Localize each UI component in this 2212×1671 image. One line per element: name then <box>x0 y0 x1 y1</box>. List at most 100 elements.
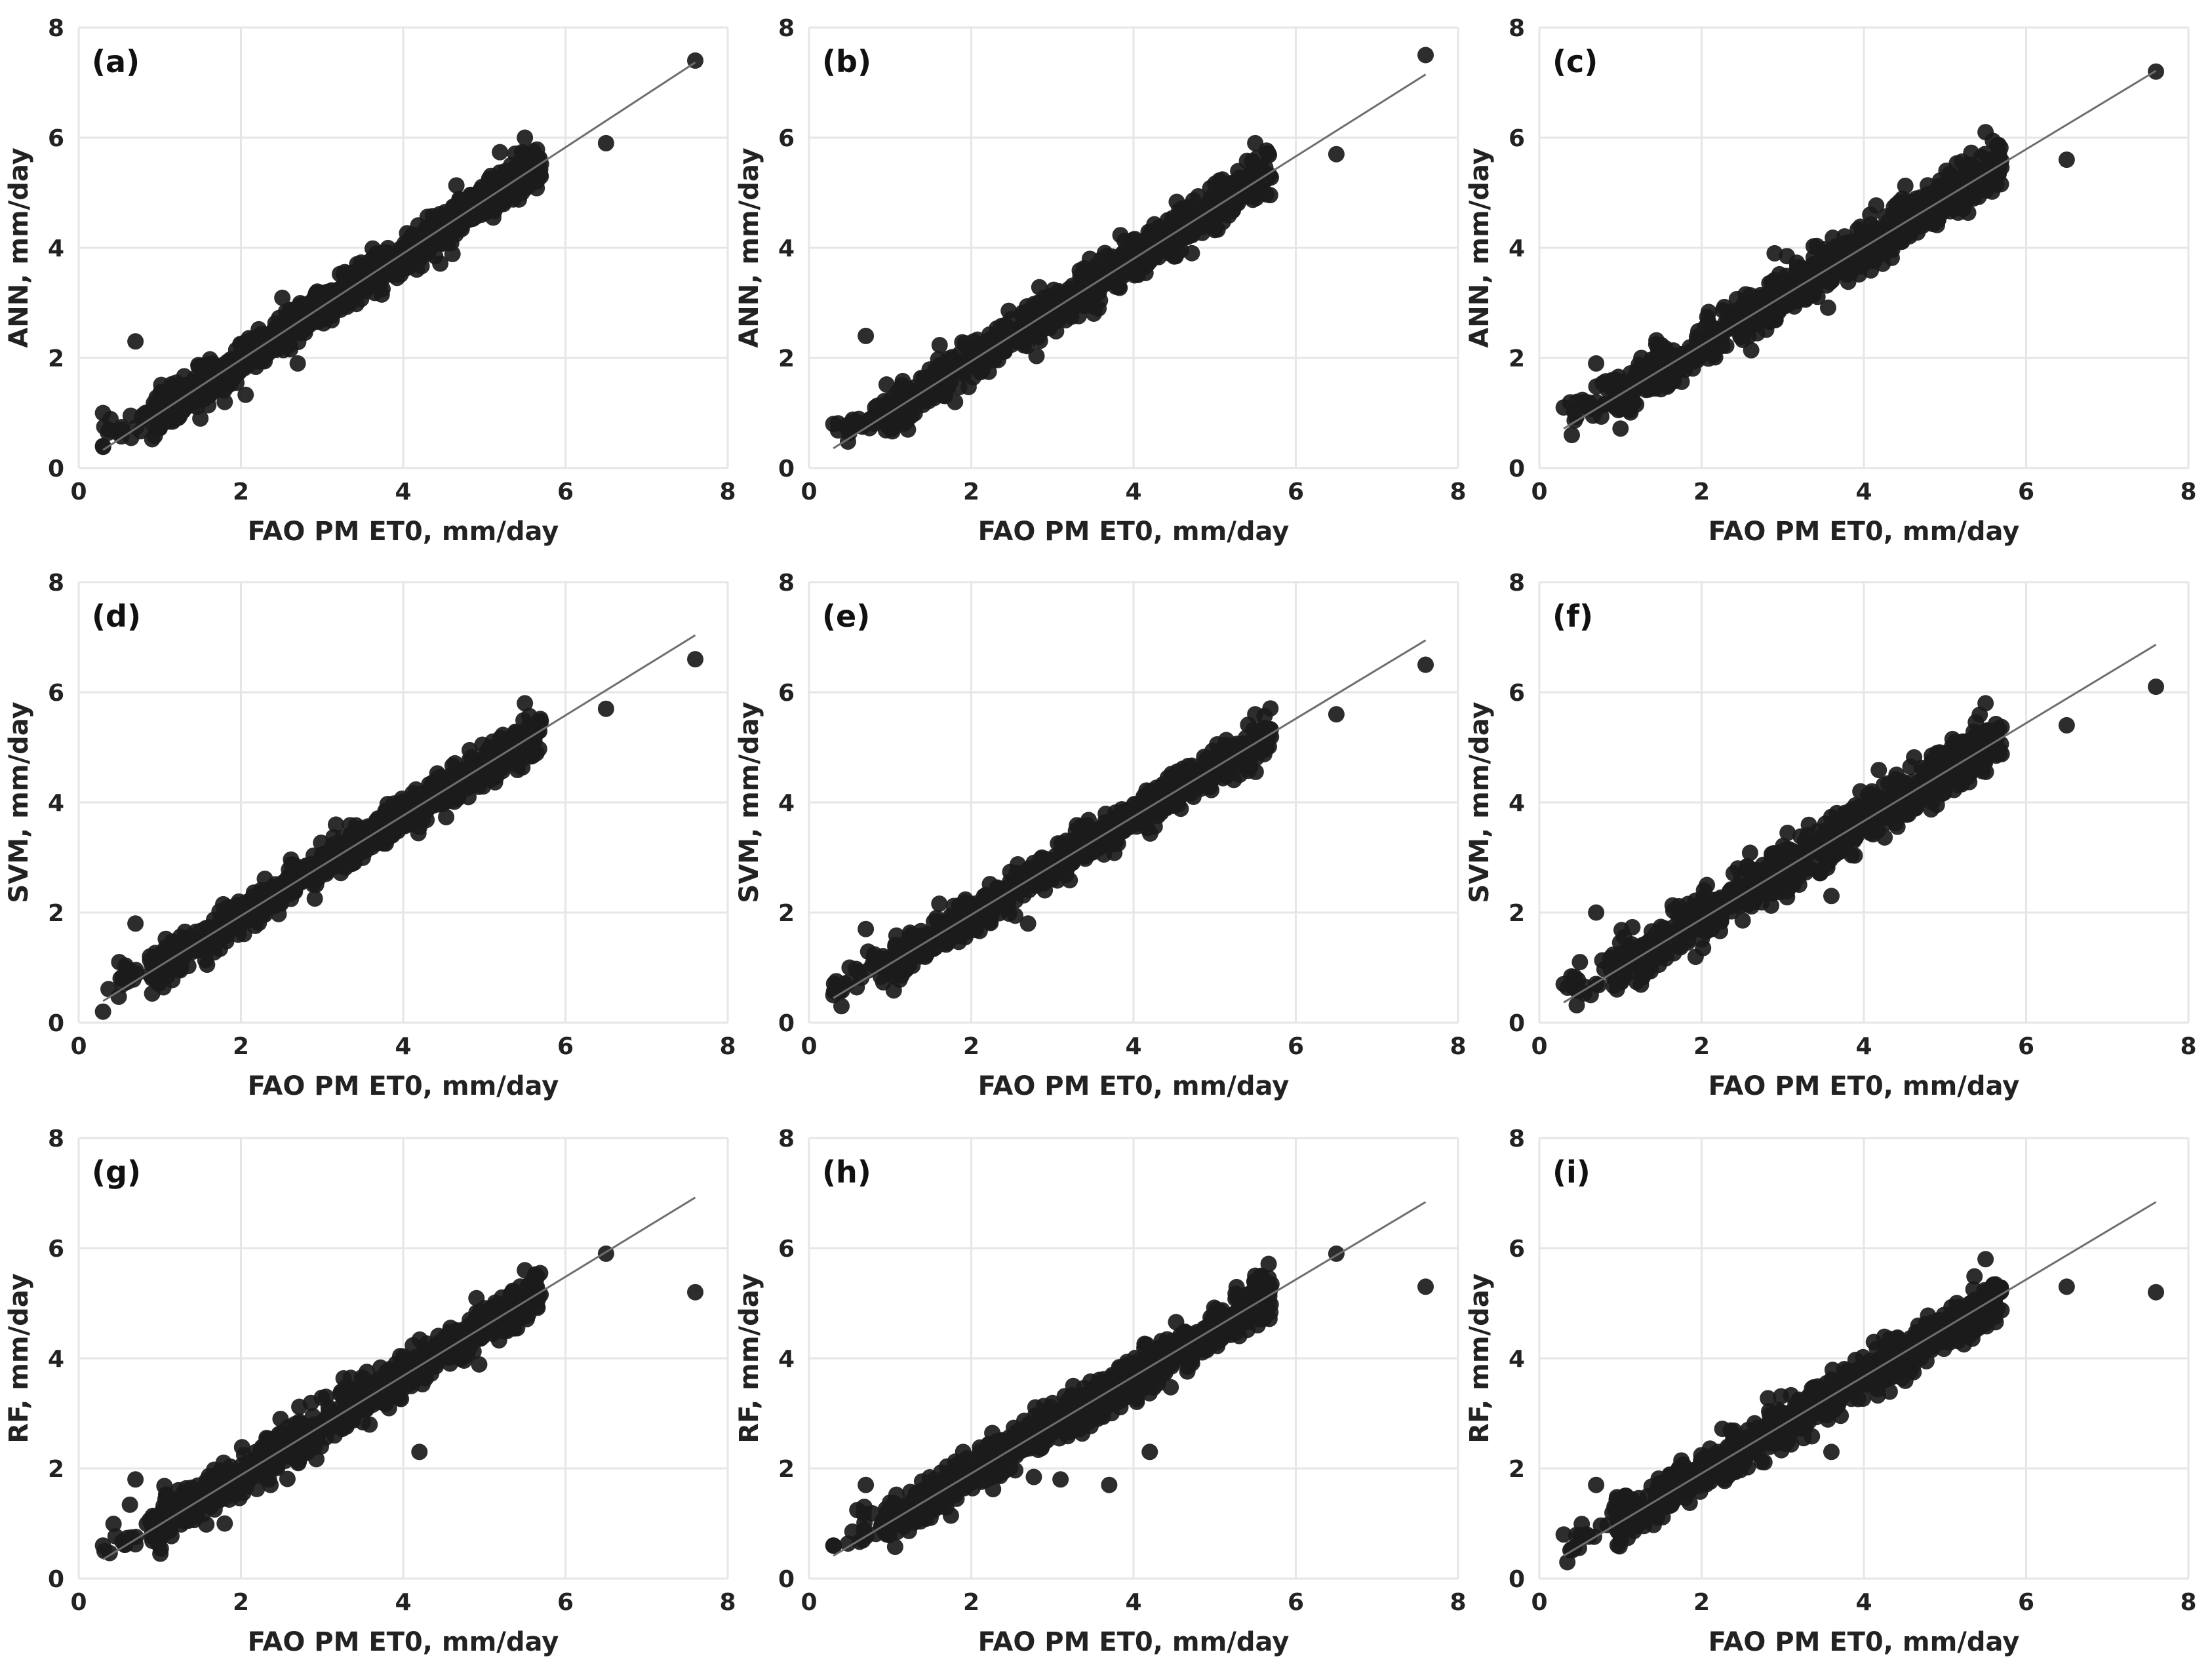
data-point <box>1159 777 1175 794</box>
data-point <box>931 895 947 912</box>
y-axis-label: ANN, mm/day <box>734 147 764 347</box>
y-tick-label: 4 <box>48 235 64 262</box>
data-point <box>1894 191 1910 207</box>
data-point <box>1020 915 1037 932</box>
data-point <box>894 377 910 393</box>
data-point <box>1822 852 1838 868</box>
x-tick-label: 2 <box>233 479 249 505</box>
data-point <box>127 333 144 349</box>
x-axis-label: FAO PM ET0, mm/day <box>978 517 1290 547</box>
x-tick-label: 6 <box>2018 479 2034 505</box>
data-point <box>1817 241 1833 258</box>
data-point <box>2059 717 2075 734</box>
y-tick-label: 4 <box>48 1346 64 1373</box>
data-point <box>1106 845 1122 861</box>
y-tick-label: 8 <box>778 570 795 597</box>
data-point <box>1972 730 1988 747</box>
data-point <box>598 135 614 151</box>
data-point <box>1870 762 1887 778</box>
data-point <box>1707 349 1724 366</box>
data-point <box>454 221 470 237</box>
data-point <box>2059 151 2075 168</box>
data-point <box>1945 731 1961 747</box>
y-tick-label: 0 <box>48 456 64 482</box>
x-tick-label: 0 <box>1531 1033 1547 1060</box>
data-point <box>1417 47 1434 64</box>
data-point <box>1114 801 1130 817</box>
x-tick-label: 6 <box>2018 1033 2034 1060</box>
data-point <box>1417 657 1434 673</box>
data-point <box>290 355 306 372</box>
y-tick-label: 8 <box>48 15 64 42</box>
data-point <box>1747 316 1764 332</box>
x-tick-label: 6 <box>557 479 574 505</box>
data-point <box>1247 135 1263 151</box>
data-point <box>1653 337 1669 353</box>
data-point <box>1588 905 1604 921</box>
y-tick-label: 8 <box>1509 570 1525 597</box>
data-point <box>1001 905 1017 922</box>
x-axis-label: FAO PM ET0, mm/day <box>1708 517 2020 547</box>
panel-label: (f) <box>1552 599 1593 634</box>
data-point <box>1733 302 1749 318</box>
y-tick-label: 2 <box>778 345 795 372</box>
data-point <box>1185 789 1202 805</box>
data-point <box>1823 888 1840 904</box>
x-tick-label: 2 <box>233 1589 249 1616</box>
x-tick-label: 2 <box>1693 1033 1710 1060</box>
y-tick-label: 2 <box>48 1456 64 1483</box>
data-point <box>1621 374 1638 390</box>
data-point <box>833 998 850 1014</box>
data-point <box>1218 732 1234 748</box>
x-tick-label: 6 <box>1288 479 1304 505</box>
data-point <box>1948 155 1965 172</box>
y-tick-label: 0 <box>1509 456 1525 482</box>
y-tick-label: 2 <box>48 345 64 372</box>
data-point <box>507 146 523 162</box>
data-point <box>2148 678 2164 695</box>
data-point <box>1087 258 1103 275</box>
y-axis-label: RF, mm/day <box>4 1273 34 1443</box>
y-axis-label: SVM, mm/day <box>734 701 764 903</box>
data-point <box>192 410 208 427</box>
y-tick-label: 0 <box>778 1010 795 1037</box>
data-point <box>517 130 533 146</box>
data-point <box>95 405 111 422</box>
data-point <box>1646 353 1663 369</box>
fit-line <box>833 640 1425 998</box>
x-tick-label: 2 <box>963 479 979 505</box>
data-point <box>1588 355 1604 372</box>
data-point <box>420 799 437 816</box>
x-tick-label: 2 <box>1693 479 1710 505</box>
y-tick-label: 4 <box>778 790 795 817</box>
data-point <box>825 416 842 432</box>
data-point <box>529 142 545 158</box>
data-point <box>1754 289 1771 305</box>
data-point <box>1916 789 1933 806</box>
data-point <box>153 377 169 393</box>
data-point <box>1180 199 1196 215</box>
data-point <box>111 954 127 970</box>
data-point <box>1163 238 1179 254</box>
data-point <box>1711 334 1728 350</box>
data-point <box>1680 934 1696 951</box>
y-tick-label: 4 <box>1509 790 1525 817</box>
data-point <box>448 177 465 193</box>
data-point <box>1977 695 1994 711</box>
panel-label: (b) <box>822 44 871 79</box>
x-tick-label: 4 <box>1125 479 1141 505</box>
x-tick-label: 8 <box>1450 1033 1466 1060</box>
data-point <box>932 337 948 353</box>
data-point <box>1644 923 1660 939</box>
y-tick-label: 0 <box>1509 1010 1525 1037</box>
x-tick-label: 8 <box>719 479 736 505</box>
data-point <box>1942 172 1958 188</box>
x-tick-label: 6 <box>1288 1033 1304 1060</box>
panel-label: (g) <box>92 1154 141 1190</box>
data-point <box>1612 420 1629 437</box>
panel-label: (c) <box>1552 44 1598 79</box>
data-point <box>1037 289 1053 305</box>
